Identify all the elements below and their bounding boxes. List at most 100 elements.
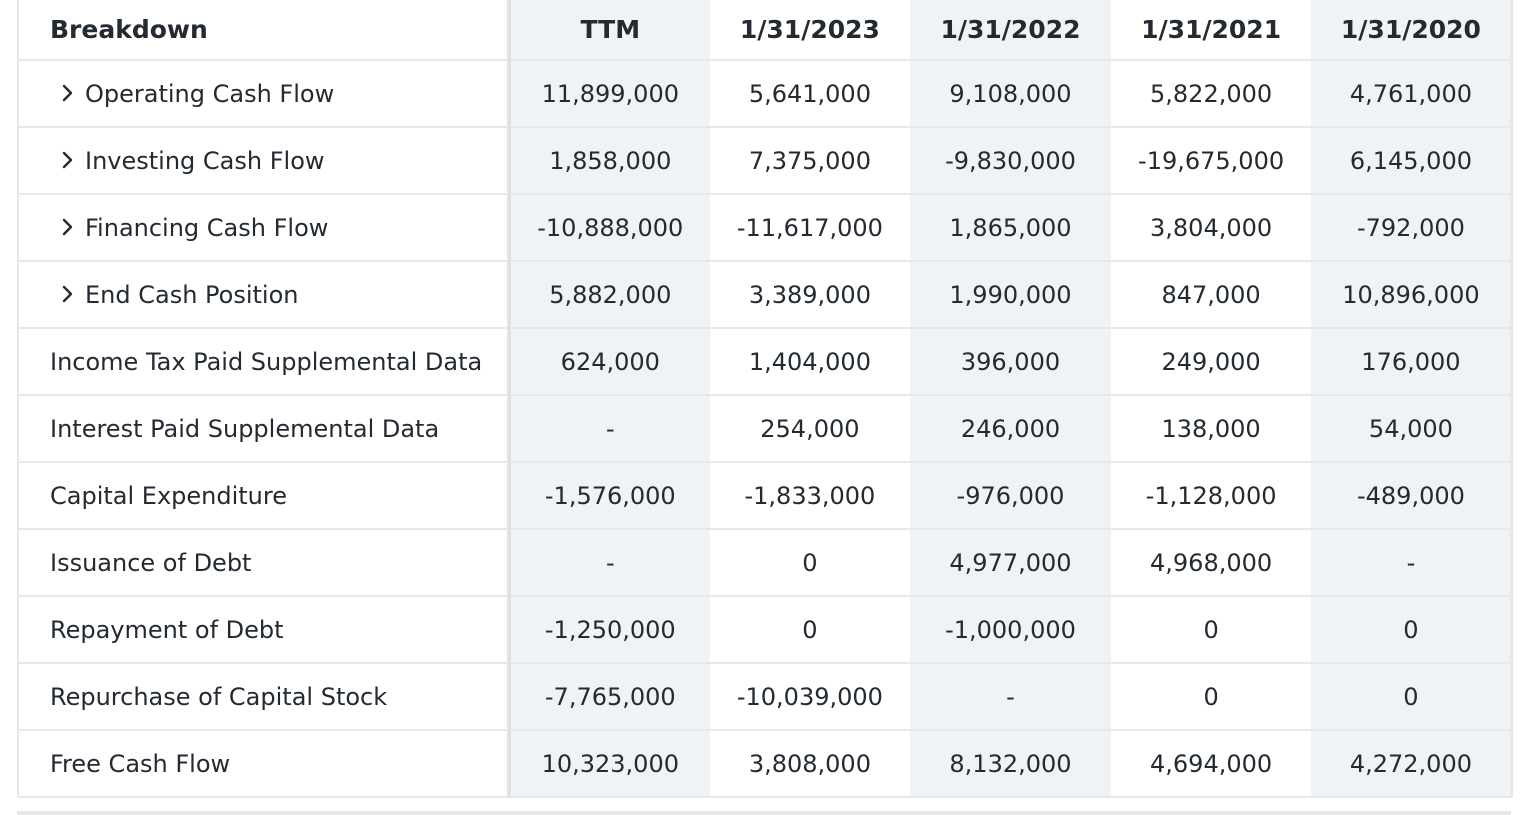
value-cell: 3,389,000 — [709, 260, 911, 329]
row-label-cell: Capital Expenditure — [17, 461, 511, 530]
table-row: Income Tax Paid Supplemental Data 624,000… — [17, 327, 1514, 396]
column-header-breakdown: Breakdown — [17, 0, 511, 61]
table-row[interactable]: Operating Cash Flow 11,899,000 5,641,000 9,… — [17, 59, 1514, 128]
value-cell: 10,896,000 — [1311, 260, 1514, 329]
value-cell: 0 — [1110, 595, 1312, 664]
row-label-cell[interactable]: Financing Cash Flow — [17, 193, 511, 262]
value-cell: 138,000 — [1110, 394, 1312, 463]
value-cell: -1,576,000 — [509, 461, 710, 530]
table-body: Operating Cash Flow 11,899,000 5,641,000 9,… — [17, 59, 1514, 798]
value-cell: 0 — [709, 595, 911, 664]
row-label-cell: Repurchase of Capital Stock — [17, 662, 511, 731]
row-label: Issuance of Debt — [50, 548, 252, 577]
value-cell: - — [509, 394, 710, 463]
row-label: End Cash Position — [85, 280, 299, 309]
value-cell: 3,808,000 — [709, 729, 911, 798]
value-cell: 5,641,000 — [709, 59, 911, 128]
row-label-cell: Issuance of Debt — [17, 528, 511, 597]
value-cell: -19,675,000 — [1110, 126, 1312, 195]
chevron-right-icon[interactable] — [59, 284, 77, 309]
value-cell: 624,000 — [509, 327, 710, 396]
table-row[interactable]: Financing Cash Flow -10,888,000 -11,617,00… — [17, 193, 1514, 262]
value-cell: 7,375,000 — [709, 126, 911, 195]
table-row: Repurchase of Capital Stock -7,765,000 -10… — [17, 662, 1514, 731]
value-cell: -10,039,000 — [709, 662, 911, 731]
table-row: Issuance of Debt -0 4,977,000 4,968,000- — [17, 528, 1514, 597]
table-header-row: Breakdown TTM 1/31/2023 1/31/2022 1/31/2… — [17, 0, 1514, 61]
row-label: Capital Expenditure — [50, 481, 287, 510]
value-cell: 0 — [1311, 595, 1514, 664]
value-cell: -1,000,000 — [910, 595, 1111, 664]
value-cell: 4,694,000 — [1110, 729, 1312, 798]
value-cell: 4,977,000 — [910, 528, 1111, 597]
value-cell: - — [509, 528, 710, 597]
value-cell: -1,250,000 — [509, 595, 710, 664]
column-header-ttm: TTM — [509, 0, 710, 61]
row-label: Repayment of Debt — [50, 615, 284, 644]
chevron-right-icon[interactable] — [59, 217, 77, 242]
row-label-cell[interactable]: End Cash Position — [17, 260, 511, 329]
row-label-cell: Free Cash Flow — [17, 729, 511, 798]
column-header-2020: 1/31/2020 — [1311, 0, 1514, 61]
value-cell: 0 — [1110, 662, 1312, 731]
value-cell: 396,000 — [910, 327, 1111, 396]
column-header-2022: 1/31/2022 — [910, 0, 1111, 61]
row-label: Repurchase of Capital Stock — [50, 682, 388, 711]
chevron-right-icon[interactable] — [59, 83, 77, 108]
value-cell: 0 — [709, 528, 911, 597]
row-label: Investing Cash Flow — [85, 146, 325, 175]
value-cell: 3,804,000 — [1110, 193, 1312, 262]
value-cell: -10,888,000 — [509, 193, 710, 262]
value-cell: -976,000 — [910, 461, 1111, 530]
value-cell: 4,968,000 — [1110, 528, 1312, 597]
table-row: Repayment of Debt -1,250,000 0 -1,000,000 0 0 — [17, 595, 1514, 664]
value-cell: 6,145,000 — [1311, 126, 1514, 195]
value-cell: 1,990,000 — [910, 260, 1111, 329]
table-row[interactable]: End Cash Position 5,882,000 3,389,000 1,990… — [17, 260, 1514, 329]
value-cell: 246,000 — [910, 394, 1111, 463]
value-cell: 11,899,000 — [509, 59, 710, 128]
row-label: Interest Paid Supplemental Data — [50, 414, 440, 443]
value-cell: 4,761,000 — [1311, 59, 1514, 128]
value-cell: -792,000 — [1311, 193, 1514, 262]
row-label: Financing Cash Flow — [85, 213, 329, 242]
value-cell: 5,822,000 — [1110, 59, 1312, 128]
value-cell: 249,000 — [1110, 327, 1312, 396]
value-cell: 1,404,000 — [709, 327, 911, 396]
table-row: Free Cash Flow 10,323,000 3,808,000 8,132,0… — [17, 729, 1514, 798]
value-cell: 8,132,000 — [910, 729, 1111, 798]
row-label-cell: Income Tax Paid Supplemental Data — [17, 327, 511, 396]
value-cell: - — [910, 662, 1111, 731]
value-cell: -1,128,000 — [1110, 461, 1312, 530]
row-label-cell[interactable]: Operating Cash Flow — [17, 59, 511, 128]
value-cell: -11,617,000 — [709, 193, 911, 262]
row-label: Operating Cash Flow — [85, 79, 335, 108]
value-cell: 10,323,000 — [509, 729, 710, 798]
chevron-right-icon[interactable] — [59, 150, 77, 175]
row-label-cell[interactable]: Investing Cash Flow — [17, 126, 511, 195]
value-cell: 254,000 — [709, 394, 911, 463]
value-cell: 1,865,000 — [910, 193, 1111, 262]
cash-flow-table: Breakdown TTM 1/31/2023 1/31/2022 1/31/2… — [17, 0, 1514, 798]
value-cell: -9,830,000 — [910, 126, 1111, 195]
row-label: Income Tax Paid Supplemental Data — [50, 347, 483, 376]
value-cell: -7,765,000 — [509, 662, 710, 731]
value-cell: 4,272,000 — [1311, 729, 1514, 798]
value-cell: -489,000 — [1311, 461, 1514, 530]
value-cell: - — [1311, 528, 1514, 597]
value-cell: 1,858,000 — [509, 126, 710, 195]
value-cell: 5,882,000 — [509, 260, 710, 329]
column-header-2023: 1/31/2023 — [709, 0, 911, 61]
table-row: Interest Paid Supplemental Data -254,000 2… — [17, 394, 1514, 463]
column-header-2021: 1/31/2021 — [1110, 0, 1312, 61]
table-row: Capital Expenditure -1,576,000 -1,833,000-… — [17, 461, 1514, 530]
row-label: Free Cash Flow — [50, 749, 231, 778]
value-cell: 54,000 — [1311, 394, 1514, 463]
table-row[interactable]: Investing Cash Flow 1,858,000 7,375,000 -9,… — [17, 126, 1514, 195]
value-cell: 176,000 — [1311, 327, 1514, 396]
row-label-cell: Interest Paid Supplemental Data — [17, 394, 511, 463]
row-label-cell: Repayment of Debt — [17, 595, 511, 664]
value-cell: 847,000 — [1110, 260, 1312, 329]
value-cell: -1,833,000 — [709, 461, 911, 530]
